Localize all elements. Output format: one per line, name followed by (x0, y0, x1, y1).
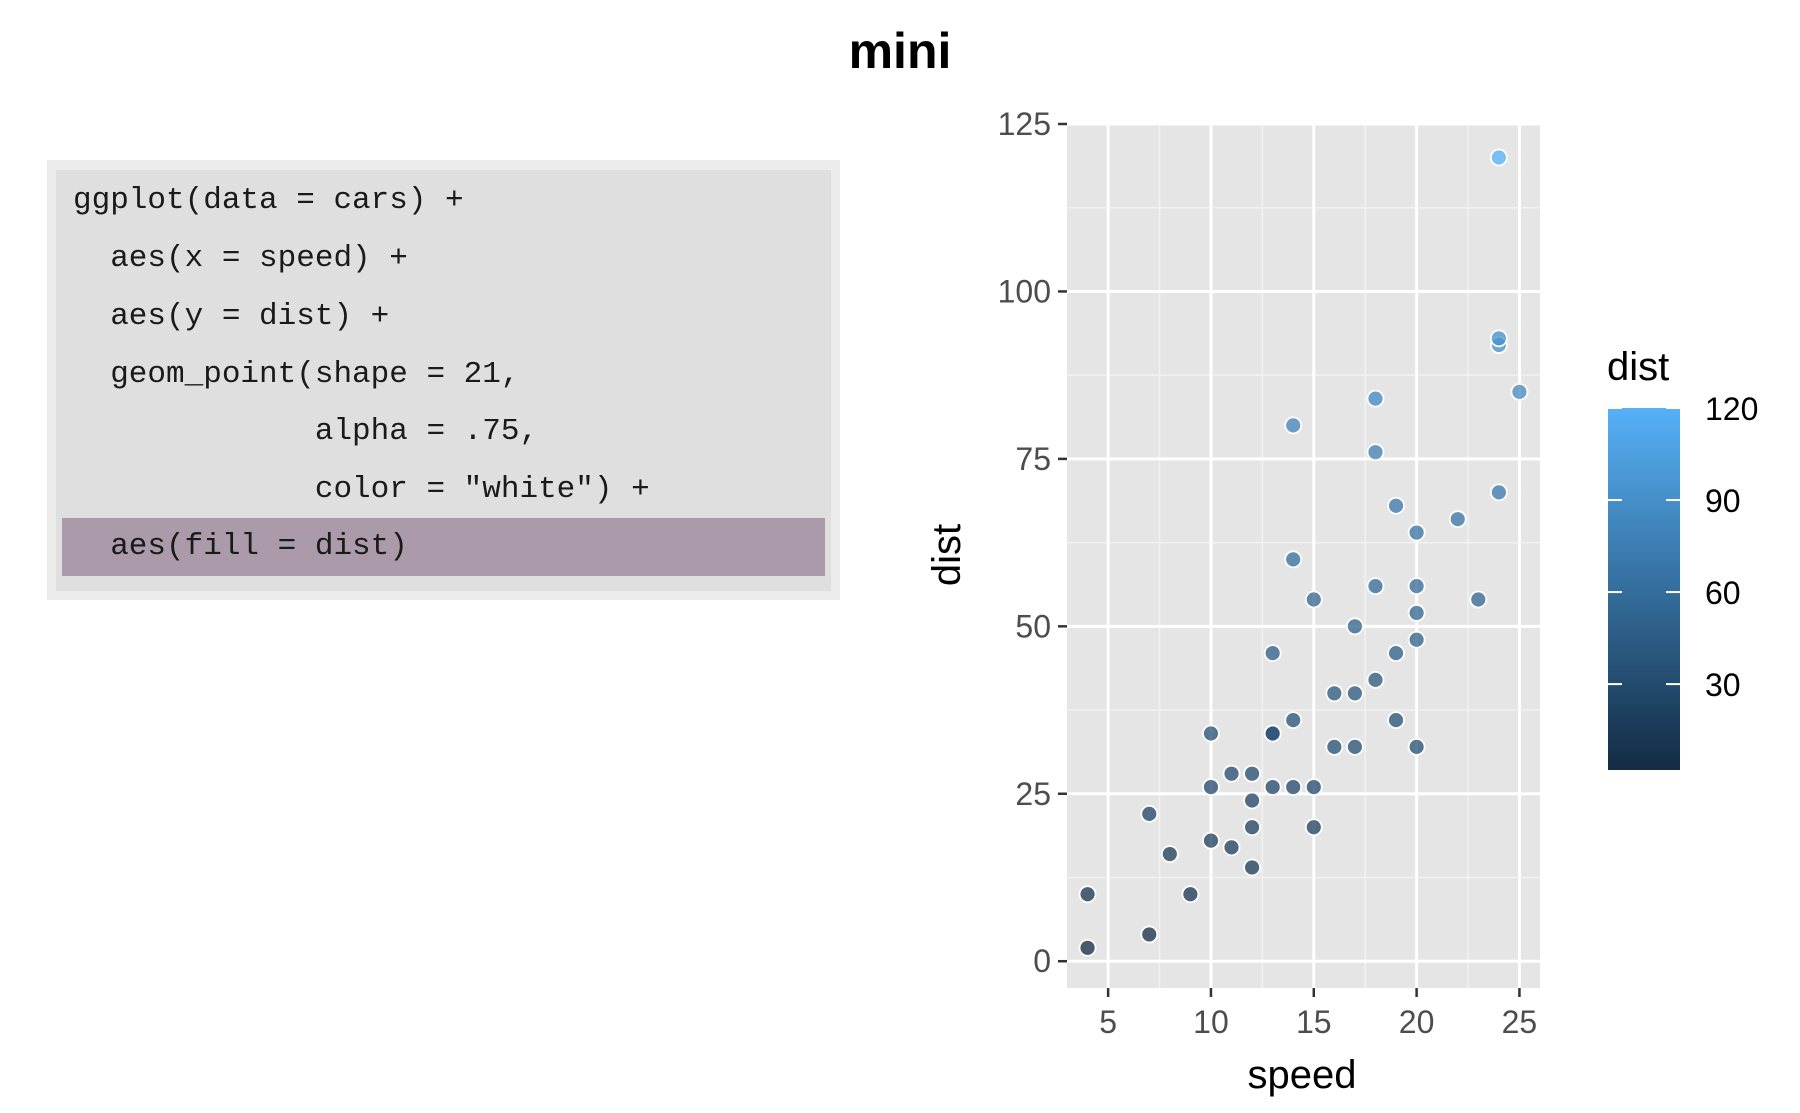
x-tick-label: 25 (1502, 1004, 1538, 1040)
x-axis-label: speed (1248, 1053, 1357, 1097)
data-point (1263, 778, 1282, 796)
y-tick-label: 100 (998, 273, 1051, 309)
data-point (1366, 671, 1385, 689)
data-point (1222, 838, 1241, 857)
data-point (1304, 778, 1323, 796)
data-point (1222, 764, 1241, 783)
data-point (1181, 885, 1200, 904)
x-tick-label: 20 (1399, 1004, 1435, 1040)
colorbar-label: 30 (1705, 667, 1741, 703)
data-points (1078, 148, 1529, 957)
data-point (1243, 818, 1261, 837)
data-point (1263, 644, 1282, 663)
data-point (1202, 778, 1220, 796)
data-point (1078, 885, 1097, 904)
colorbar-legend: dist 120 90 60 30 (1607, 345, 1758, 770)
data-point (1284, 416, 1303, 435)
data-point (1140, 804, 1159, 823)
data-point (1346, 617, 1364, 636)
minor-gridlines (1067, 124, 1540, 988)
data-point (1366, 443, 1385, 462)
code-block: ggplot(data = cars) + aes(x = speed) + a… (56, 170, 831, 591)
data-point (1387, 711, 1405, 729)
code-line-3: aes(y = dist) + (73, 299, 390, 334)
data-point (1078, 938, 1097, 957)
data-point (1243, 858, 1261, 877)
code-panel: ggplot(data = cars) + aes(x = speed) + a… (47, 160, 840, 600)
data-point (1325, 737, 1344, 756)
code-line-2: aes(x = speed) + (73, 241, 408, 276)
data-point (1325, 684, 1344, 703)
data-point (1448, 510, 1467, 529)
data-point (1140, 925, 1159, 944)
colorbar-label: 60 (1705, 575, 1741, 611)
x-tick-label: 10 (1193, 1004, 1229, 1040)
data-point (1346, 737, 1364, 756)
data-point (1387, 644, 1405, 663)
y-tick-label: 75 (1015, 441, 1051, 477)
x-tick-label: 15 (1296, 1004, 1332, 1040)
colorbar-ticks: 120 90 60 30 (1608, 391, 1758, 703)
data-point (1489, 483, 1508, 502)
data-point (1407, 523, 1426, 542)
colorbar-label: 120 (1705, 391, 1758, 427)
x-axis: 5 10 15 20 25 (1099, 988, 1537, 1040)
plot-title: mini (848, 23, 952, 79)
data-point (1284, 778, 1303, 796)
data-point (1284, 711, 1303, 729)
data-point (1243, 764, 1261, 783)
data-point (1407, 577, 1426, 596)
data-point (1202, 831, 1220, 850)
data-point (1407, 604, 1426, 622)
data-point (1304, 590, 1323, 609)
data-point (1510, 383, 1529, 401)
y-tick-label: 0 (1033, 943, 1051, 979)
data-point (1366, 389, 1385, 408)
legend-title: dist (1607, 345, 1669, 389)
y-axis: 0 25 50 75 100 125 (998, 106, 1067, 979)
plot-panel (1067, 124, 1540, 988)
data-point (1469, 590, 1488, 609)
code-line-7-highlighted: aes(fill = dist) (62, 518, 825, 576)
data-point (1202, 724, 1220, 743)
data-point (1346, 684, 1364, 703)
y-tick-label: 50 (1015, 608, 1051, 644)
colorbar-label: 90 (1705, 483, 1741, 519)
data-point (1407, 630, 1426, 649)
data-point (1489, 329, 1508, 348)
y-tick-label: 25 (1015, 776, 1051, 812)
data-point (1284, 550, 1303, 569)
code-line-5: alpha = .75, (73, 414, 539, 449)
y-tick-label: 125 (998, 106, 1051, 142)
code-line-1: ggplot(data = cars) + (73, 183, 464, 218)
data-point (1263, 724, 1282, 743)
data-point (1243, 791, 1261, 810)
y-axis-label: dist (925, 524, 969, 586)
x-tick-label: 5 (1099, 1004, 1117, 1040)
data-point (1304, 818, 1323, 837)
colorbar (1608, 408, 1680, 770)
data-point (1366, 577, 1385, 596)
data-point (1387, 496, 1405, 515)
code-line-4: geom_point(shape = 21, (73, 357, 520, 392)
code-line-6: color = "white") + (73, 472, 650, 507)
data-point (1489, 148, 1508, 167)
data-point (1160, 845, 1179, 863)
data-point (1407, 737, 1426, 756)
